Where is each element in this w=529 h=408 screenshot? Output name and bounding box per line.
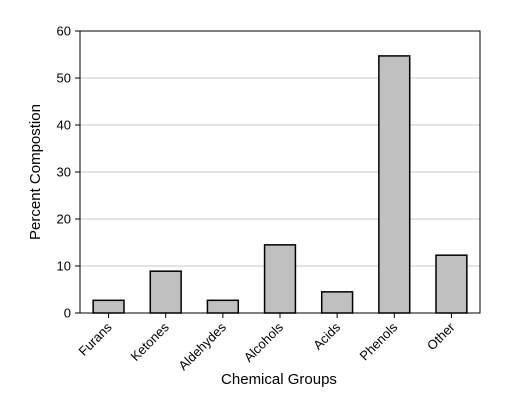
grid-lines xyxy=(80,77,480,267)
bar-furans xyxy=(92,299,125,314)
y-axis-title: Percent Compostion xyxy=(27,104,44,240)
y-tick-label: 0 xyxy=(64,306,71,321)
bar-alcohols xyxy=(263,244,297,314)
x-tick-label: Alcohols xyxy=(241,319,287,365)
x-tick-label: Phenols xyxy=(357,319,401,363)
x-axis-ticks: Furans Ketones Aldehydes Alcohols Acids Pheno… xyxy=(75,313,458,373)
bar-aldehydes xyxy=(206,299,240,314)
bar-acids xyxy=(320,291,354,314)
y-tick-label: 20 xyxy=(57,212,71,227)
y-axis-ticks: 0 10 20 30 40 50 60 xyxy=(57,24,80,321)
x-tick-label: Furans xyxy=(75,319,115,359)
bar-ketones xyxy=(149,270,182,314)
x-tick-label: Acids xyxy=(310,319,343,352)
x-axis-title: Chemical Groups xyxy=(221,371,337,388)
y-tick-label: 60 xyxy=(57,24,71,39)
y-tick-label: 10 xyxy=(57,259,71,274)
x-tick-label: Ketones xyxy=(127,319,172,364)
y-tick-label: 40 xyxy=(57,118,71,133)
x-tick-label: Aldehydes xyxy=(175,319,229,373)
y-tick-label: 30 xyxy=(57,165,71,180)
y-tick-label: 50 xyxy=(57,71,71,86)
x-tick-label: Other xyxy=(424,319,458,353)
bars xyxy=(92,55,468,314)
bar-other xyxy=(435,254,468,314)
bar-phenols xyxy=(378,55,411,314)
